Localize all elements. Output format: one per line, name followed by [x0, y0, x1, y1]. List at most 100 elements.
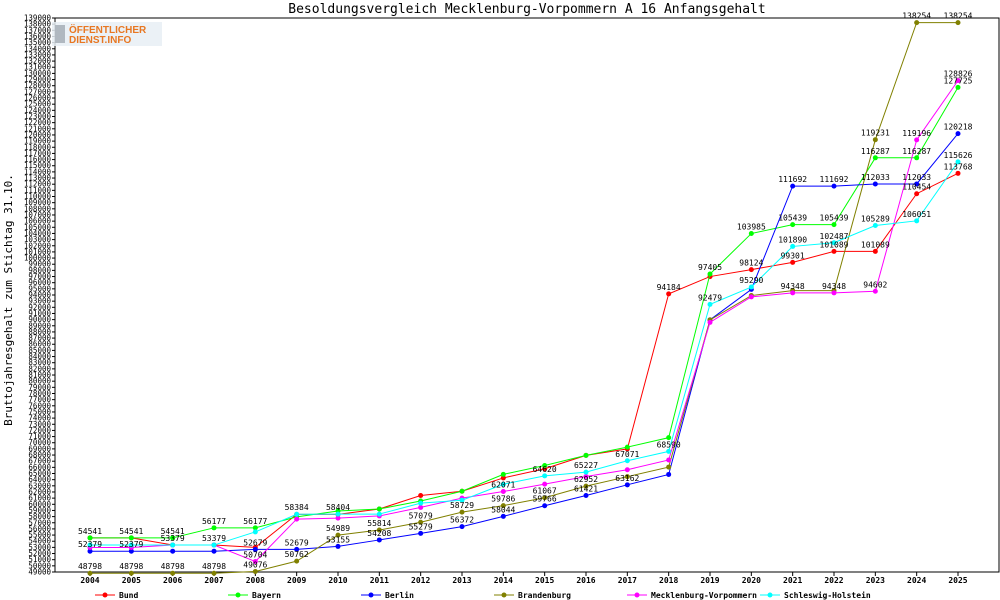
- data-point: [128, 542, 134, 548]
- y-tick-label: 78000: [28, 389, 51, 398]
- series-lines: [87, 20, 961, 576]
- data-point: [335, 511, 341, 517]
- x-tick-label: 2025: [948, 576, 967, 585]
- y-tick-label: 129000: [24, 75, 52, 84]
- data-label: 67071: [615, 450, 639, 459]
- x-tick-label: 2022: [824, 576, 843, 585]
- data-point: [500, 471, 506, 477]
- data-point: [955, 159, 961, 165]
- data-label: 55279: [409, 522, 433, 531]
- data-label: 94348: [781, 282, 805, 291]
- data-label: 48798: [119, 562, 143, 571]
- data-point: [500, 475, 506, 481]
- y-tick-label: 61000: [28, 494, 51, 503]
- data-label: 105439: [778, 214, 807, 223]
- x-tick-label: 2006: [163, 576, 182, 585]
- y-tick-label: 117000: [24, 149, 52, 158]
- data-label: 120218: [944, 123, 973, 132]
- data-point: [459, 509, 465, 515]
- data-label: 111692: [820, 175, 849, 184]
- data-point: [418, 493, 424, 499]
- y-axis-label: Bruttojahresgehalt zum Stichtag 31.10.: [2, 174, 15, 426]
- logo: ÖFFENTLICHER DIENST.INFO: [52, 22, 162, 46]
- y-tick-label: 71000: [28, 432, 51, 441]
- y-tick-label: 81000: [28, 371, 51, 380]
- data-label: 52379: [119, 540, 143, 549]
- data-label: 101890: [778, 235, 807, 244]
- y-tick-label: 88000: [28, 327, 51, 336]
- data-point: [790, 243, 796, 249]
- y-tick-label: 57000: [28, 518, 51, 527]
- data-point: [87, 542, 93, 548]
- y-tick-label: 103000: [24, 235, 52, 244]
- data-label: 48798: [202, 562, 226, 571]
- data-label: 111692: [778, 175, 807, 184]
- data-point: [459, 488, 465, 494]
- data-point: [294, 558, 300, 564]
- y-tick-label: 50000: [28, 561, 51, 570]
- x-tick-label: 2012: [411, 576, 430, 585]
- data-point: [418, 504, 424, 510]
- data-label: 105289: [861, 215, 890, 224]
- y-tick-label: 96000: [28, 278, 51, 287]
- y-tick-label: 127000: [24, 87, 52, 96]
- data-label: 56372: [450, 516, 474, 525]
- y-tick-label: 66000: [28, 463, 51, 472]
- legend-label: Bayern: [252, 591, 281, 600]
- data-point: [500, 489, 506, 495]
- data-label: 65227: [574, 461, 598, 470]
- data-point: [335, 515, 341, 521]
- y-tick-label: 131000: [24, 63, 52, 72]
- y-tick-label: 109000: [24, 198, 52, 207]
- data-point: [87, 570, 93, 576]
- y-tick-label: 104000: [24, 229, 52, 238]
- data-label: 50704: [243, 551, 267, 560]
- data-point: [128, 548, 134, 554]
- data-point: [583, 452, 589, 458]
- data-point: [294, 511, 300, 517]
- data-point: [914, 191, 920, 197]
- data-point: [500, 481, 506, 487]
- y-tick-label: 132000: [24, 57, 52, 66]
- data-point: [707, 319, 713, 325]
- data-point: [211, 542, 217, 548]
- data-point: [542, 463, 548, 469]
- y-tick-label: 52000: [28, 549, 51, 558]
- y-tick-label: 80000: [28, 377, 51, 386]
- y-tick-label: 122000: [24, 118, 52, 127]
- legend-label: Bund: [119, 591, 138, 600]
- data-label: 64620: [533, 465, 557, 474]
- data-point: [955, 170, 961, 176]
- data-point: [872, 248, 878, 254]
- y-tick-label: 124000: [24, 106, 52, 115]
- data-point: [459, 497, 465, 503]
- data-point: [252, 569, 258, 575]
- data-point: [418, 500, 424, 506]
- data-point: [252, 525, 258, 531]
- y-tick-label: 53000: [28, 543, 51, 552]
- data-label: 58404: [326, 503, 350, 512]
- y-tick-label: 77000: [28, 395, 51, 404]
- x-tick-label: 2007: [204, 576, 223, 585]
- x-tick-label: 2016: [576, 576, 595, 585]
- data-point: [583, 483, 589, 489]
- data-point: [831, 290, 837, 296]
- y-tick-label: 137000: [24, 26, 52, 35]
- y-tick-label: 83000: [28, 358, 51, 367]
- data-point: [790, 222, 796, 228]
- data-point: [542, 495, 548, 501]
- x-tick-label: 2009: [287, 576, 306, 585]
- data-point: [872, 223, 878, 229]
- y-tick-label: 123000: [24, 112, 52, 121]
- legend-swatch-point: [501, 592, 507, 598]
- y-tick-label: 111000: [24, 186, 52, 195]
- data-label: 62952: [574, 475, 598, 484]
- y-tick-label: 90000: [28, 315, 51, 324]
- data-label: 138254: [902, 12, 931, 21]
- legend: Bund Bayern Berlin Brandenburg Mecklenburg-V…: [95, 590, 871, 600]
- y-tick-label: 64000: [28, 475, 51, 484]
- y-tick-label: 55000: [28, 531, 51, 540]
- data-point: [707, 271, 713, 277]
- data-label: 99301: [781, 251, 805, 260]
- data-point: [376, 527, 382, 533]
